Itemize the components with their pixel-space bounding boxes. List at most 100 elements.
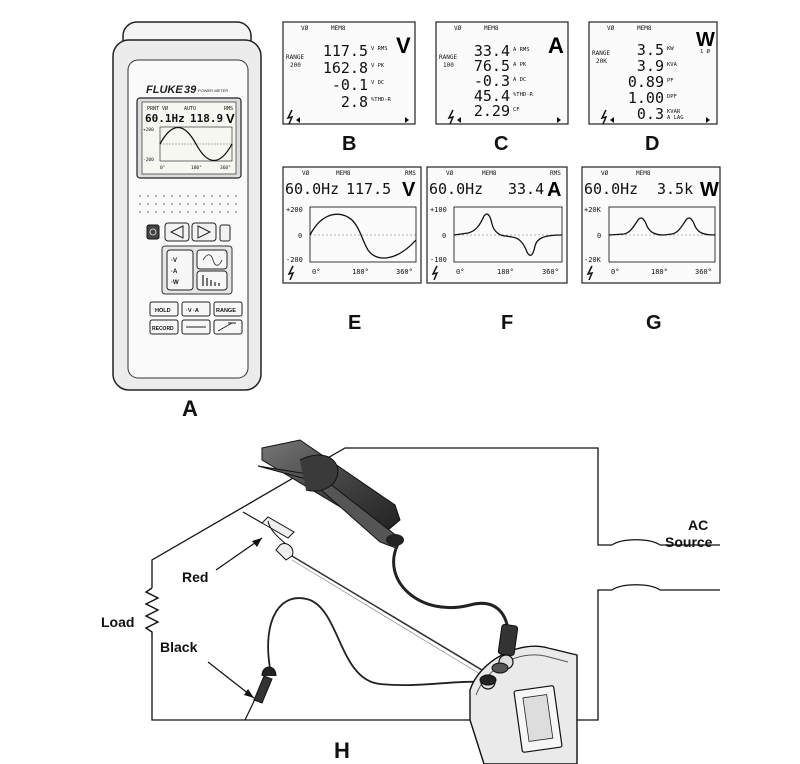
panel-d-header-left: VØ — [607, 25, 615, 32]
probe-button[interactable] — [213, 319, 243, 335]
meter-value: 118.9 — [190, 112, 223, 125]
lightning-icon — [586, 265, 594, 281]
panel-b-range-value: 200 — [290, 62, 301, 69]
panel-d-header-mid: MEM8 — [637, 25, 652, 32]
panel-f-header-right: RMS — [550, 170, 561, 177]
va-w-button[interactable] — [181, 301, 211, 317]
backlight-button[interactable] — [219, 224, 231, 242]
caption-b: B — [342, 133, 356, 155]
reading-unit: V PK — [371, 63, 385, 69]
panel-e-ytop: +200 — [286, 206, 303, 214]
panel-b-big-unit: V — [396, 33, 411, 58]
reading-value: 2.8 — [341, 93, 368, 111]
reading-unit: %THD-R — [513, 92, 534, 98]
left-arrow-icon — [610, 117, 614, 123]
panel-d-range-value: 20K — [596, 58, 607, 65]
svg-text:·W: ·W — [171, 280, 179, 286]
power-meter-device: FLUKE 39 POWER METER PRNT VØ AUTO RMS 60… — [112, 21, 262, 421]
panel-e: VØ MEM8 RMS 60.0Hz 117.5 V +200 0 -200 0… — [282, 166, 422, 334]
panel-c-big-unit: A — [548, 33, 564, 58]
reading-value: 76.5 — [474, 57, 510, 75]
panel-g: VØ MEM8 60.0Hz 3.5k W +20K 0 -20K 0° 180… — [581, 166, 721, 334]
voltage-waveform — [309, 213, 417, 259]
caption-g: G — [646, 312, 662, 334]
meter-sine-wave — [159, 126, 233, 162]
panel-d-readings: 3.5 KW 3.9 KVA 0.89 PF 1.00 DPF 0.3 KVAR… — [628, 41, 684, 123]
caption-e: E — [348, 312, 361, 334]
clamp-cable — [392, 543, 510, 641]
harmonics-button[interactable] — [196, 270, 228, 291]
meter-ytop: +200 — [143, 127, 154, 133]
circuit-diagram: AC Source Load Red — [101, 439, 720, 764]
hold-label: HOLD — [155, 308, 171, 314]
v-a-w-button[interactable] — [166, 249, 194, 291]
panel-g-header-left: VØ — [601, 170, 609, 177]
panel-e-x0: 0° — [312, 268, 320, 276]
model-number: 39 — [184, 84, 197, 96]
panel-g-header-mid: MEM8 — [636, 170, 651, 177]
panel-g-value: 3.5k — [657, 180, 693, 198]
record-button[interactable] — [149, 319, 179, 335]
left-arrow-icon — [296, 117, 300, 123]
caption-f: F — [501, 312, 513, 334]
meter-unit: V — [226, 111, 235, 126]
black-lead-wire — [267, 597, 491, 687]
reading-value: 1.00 — [628, 89, 664, 107]
waveform-button[interactable] — [196, 249, 228, 270]
meter-print-label: PRNT VØ — [147, 105, 168, 112]
panel-b-range-label: RANGE — [286, 54, 304, 61]
panel-e-x180: 180° — [352, 268, 369, 276]
reading-value: 162.8 — [323, 59, 368, 77]
load-label: Load — [101, 614, 134, 630]
ac-source-label-line2: Source — [665, 534, 713, 550]
reading-unit: KVAR — [667, 109, 681, 115]
reading-unit: %THD-R — [371, 97, 392, 103]
panel-e-value: 117.5 — [346, 180, 391, 198]
caption-d: D — [645, 133, 659, 155]
power-button[interactable] — [146, 224, 160, 240]
panel-b-readings: 117.5 V RMS 162.8 V PK -0.1 V DC 2.8 %TH… — [323, 42, 392, 111]
reading-value: 117.5 — [323, 42, 368, 60]
panel-g-x360: 360° — [695, 268, 712, 276]
panel-e-unit: V — [402, 179, 416, 201]
panel-d-big-unit: W — [696, 29, 715, 51]
panel-f-header-left: VØ — [446, 170, 454, 177]
current-clamp — [257, 439, 404, 549]
reading-value: -0.1 — [332, 76, 368, 94]
left-arrow-button[interactable] — [164, 222, 190, 242]
reading-unit: KW — [667, 46, 674, 52]
meter-auto-label: AUTO — [184, 106, 196, 112]
panel-b-header-mid: MEM8 — [331, 25, 346, 32]
panel-f-freq: 60.0Hz — [429, 180, 483, 198]
panel-f-x360: 360° — [542, 268, 559, 276]
panel-f-ybot: -100 — [430, 256, 447, 264]
panel-d-range-label: RANGE — [592, 50, 610, 57]
panel-e-freq: 60.0Hz — [285, 180, 339, 198]
speaker-grille — [136, 190, 242, 218]
right-arrow-button[interactable] — [191, 222, 217, 242]
caption-c: C — [494, 133, 508, 155]
right-arrow-icon — [557, 117, 561, 123]
hold-button[interactable] — [149, 301, 179, 317]
panel-g-x180: 180° — [651, 268, 668, 276]
reading-unit: A DC — [513, 77, 526, 83]
ac-source-label-line1: AC — [688, 517, 708, 533]
panel-f-x0: 0° — [456, 268, 464, 276]
ac-source-symbol — [611, 539, 661, 591]
panel-f-header-mid: MEM8 — [482, 170, 497, 177]
reading-value: 0.3 — [637, 105, 664, 123]
reading-value: -0.3 — [474, 72, 510, 90]
black-label: Black — [160, 639, 198, 655]
red-probe — [242, 511, 295, 561]
panel-e-header-right: RMS — [405, 170, 416, 177]
panel-g-unit: W — [700, 179, 719, 201]
panel-c-readings: 33.4 A RMS 76.5 A PK -0.3 A DC 45.4 %THD… — [474, 42, 534, 120]
panel-f-x180: 180° — [497, 268, 514, 276]
range-button[interactable] — [213, 301, 243, 317]
harmonics-icon — [202, 275, 220, 286]
panel-g-ymid: 0 — [597, 232, 601, 240]
panel-d-phase: 1 Ø — [700, 48, 711, 55]
right-arrow-icon — [197, 225, 212, 239]
lightning-icon — [431, 265, 439, 281]
